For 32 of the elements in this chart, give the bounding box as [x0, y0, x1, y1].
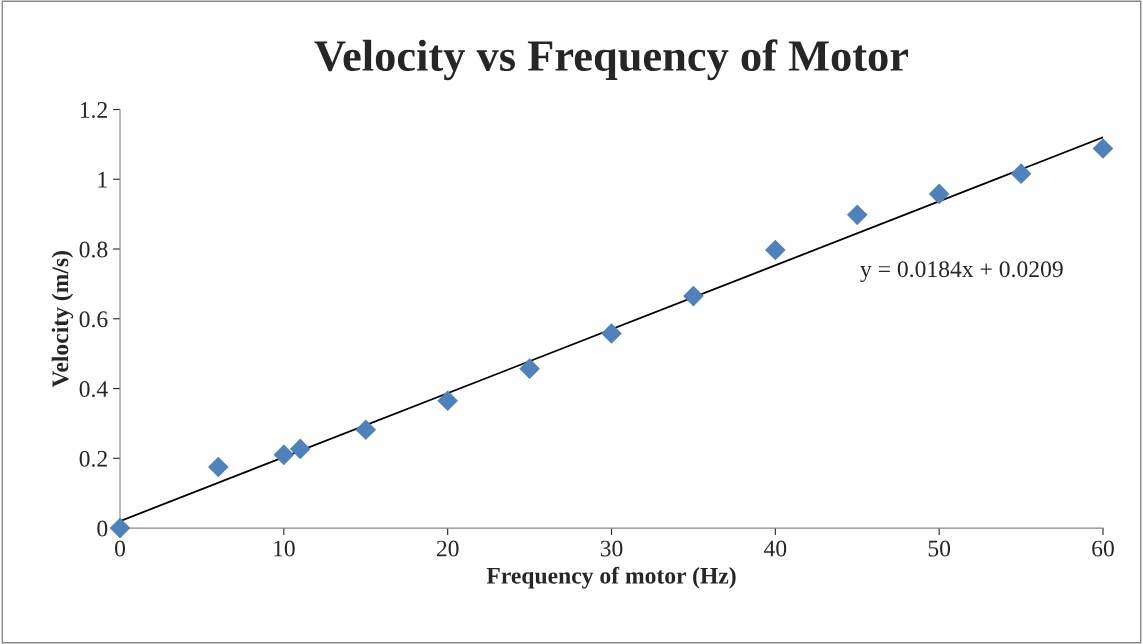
y-tick-label: 0.8 [79, 241, 108, 258]
point [1092, 138, 1114, 159]
y-tick-label: 0.4 [79, 381, 108, 398]
x-tick-label: 50 [928, 540, 951, 557]
x-axis-title: Frequency of motor (Hz) [486, 566, 736, 589]
point [765, 239, 786, 261]
x-tick-label: 20 [436, 540, 459, 557]
point [683, 285, 704, 307]
point [601, 323, 622, 344]
point [519, 358, 540, 379]
point [928, 183, 950, 205]
x-tick-label: 0 [115, 540, 126, 557]
y-tick-label: 1 [98, 171, 107, 188]
point [1010, 163, 1032, 184]
point [109, 517, 131, 539]
point [273, 444, 295, 466]
y-tick-label: 1.2 [80, 102, 107, 119]
x-tick-label: 60 [1092, 540, 1114, 557]
annotation: y = 0.0184x + 0.0209 [860, 261, 1063, 283]
chart-title: Velocity vs Frequency of Motor [314, 39, 909, 81]
point [289, 438, 311, 460]
x-tick-label: 40 [763, 540, 787, 557]
point [846, 204, 868, 226]
x-tick-label: 30 [600, 540, 623, 557]
y-tick-label: 0.6 [79, 311, 108, 328]
point [208, 456, 229, 478]
x-tick-label: 10 [274, 540, 295, 557]
y-axis-title: Velocity (m/s) [51, 251, 74, 388]
point [355, 419, 377, 441]
point [437, 390, 458, 412]
y-tick-label: 0.2 [79, 450, 107, 467]
y-tick-label: 0 [97, 520, 108, 537]
